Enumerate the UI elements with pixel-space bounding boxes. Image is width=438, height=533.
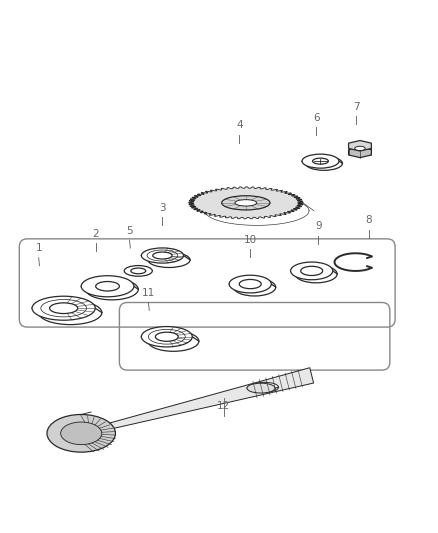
Ellipse shape <box>239 279 261 289</box>
Polygon shape <box>81 368 313 435</box>
Text: 3: 3 <box>159 203 166 213</box>
Ellipse shape <box>39 301 102 325</box>
Text: 11: 11 <box>141 288 155 298</box>
Ellipse shape <box>233 278 275 296</box>
Ellipse shape <box>354 146 364 150</box>
Text: 1: 1 <box>35 244 42 253</box>
Ellipse shape <box>131 268 145 274</box>
Text: 4: 4 <box>235 120 242 131</box>
Ellipse shape <box>32 296 95 320</box>
Ellipse shape <box>141 248 183 263</box>
Text: 2: 2 <box>92 229 99 239</box>
Text: 8: 8 <box>364 215 371 225</box>
Polygon shape <box>188 187 302 219</box>
Polygon shape <box>348 147 371 158</box>
Ellipse shape <box>47 415 115 452</box>
Ellipse shape <box>49 303 78 313</box>
Ellipse shape <box>290 262 332 280</box>
Ellipse shape <box>155 332 178 341</box>
Text: 12: 12 <box>217 401 230 411</box>
Ellipse shape <box>152 252 172 259</box>
Text: 5: 5 <box>126 226 133 236</box>
Ellipse shape <box>305 156 342 171</box>
Ellipse shape <box>148 252 190 268</box>
Ellipse shape <box>81 276 134 297</box>
Ellipse shape <box>312 158 328 164</box>
Ellipse shape <box>95 281 119 291</box>
Text: 9: 9 <box>314 221 321 231</box>
Ellipse shape <box>60 422 102 445</box>
Ellipse shape <box>234 200 256 206</box>
Ellipse shape <box>221 196 269 210</box>
Ellipse shape <box>141 327 192 347</box>
Text: 7: 7 <box>352 101 359 111</box>
Ellipse shape <box>85 279 138 300</box>
Ellipse shape <box>247 383 274 393</box>
Text: 10: 10 <box>243 235 256 245</box>
Ellipse shape <box>294 265 336 283</box>
Polygon shape <box>348 141 371 151</box>
Ellipse shape <box>250 382 278 392</box>
Ellipse shape <box>124 265 152 276</box>
Text: 6: 6 <box>312 112 319 123</box>
Ellipse shape <box>301 154 338 168</box>
Ellipse shape <box>300 266 322 276</box>
Ellipse shape <box>148 331 198 351</box>
Ellipse shape <box>229 275 271 293</box>
